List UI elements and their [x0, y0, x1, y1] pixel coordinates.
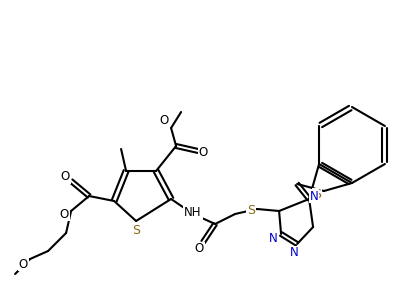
- Text: O: O: [18, 257, 28, 271]
- Text: O: O: [198, 147, 208, 160]
- Text: S: S: [313, 188, 321, 202]
- Text: O: O: [60, 208, 69, 220]
- Text: N: N: [310, 189, 319, 202]
- Text: S: S: [247, 203, 255, 216]
- Text: O: O: [195, 243, 204, 255]
- Text: O: O: [160, 113, 169, 126]
- Text: O: O: [60, 171, 70, 184]
- Text: N: N: [290, 247, 299, 260]
- Text: S: S: [132, 223, 140, 237]
- Text: NH: NH: [184, 206, 202, 219]
- Text: N: N: [269, 233, 277, 246]
